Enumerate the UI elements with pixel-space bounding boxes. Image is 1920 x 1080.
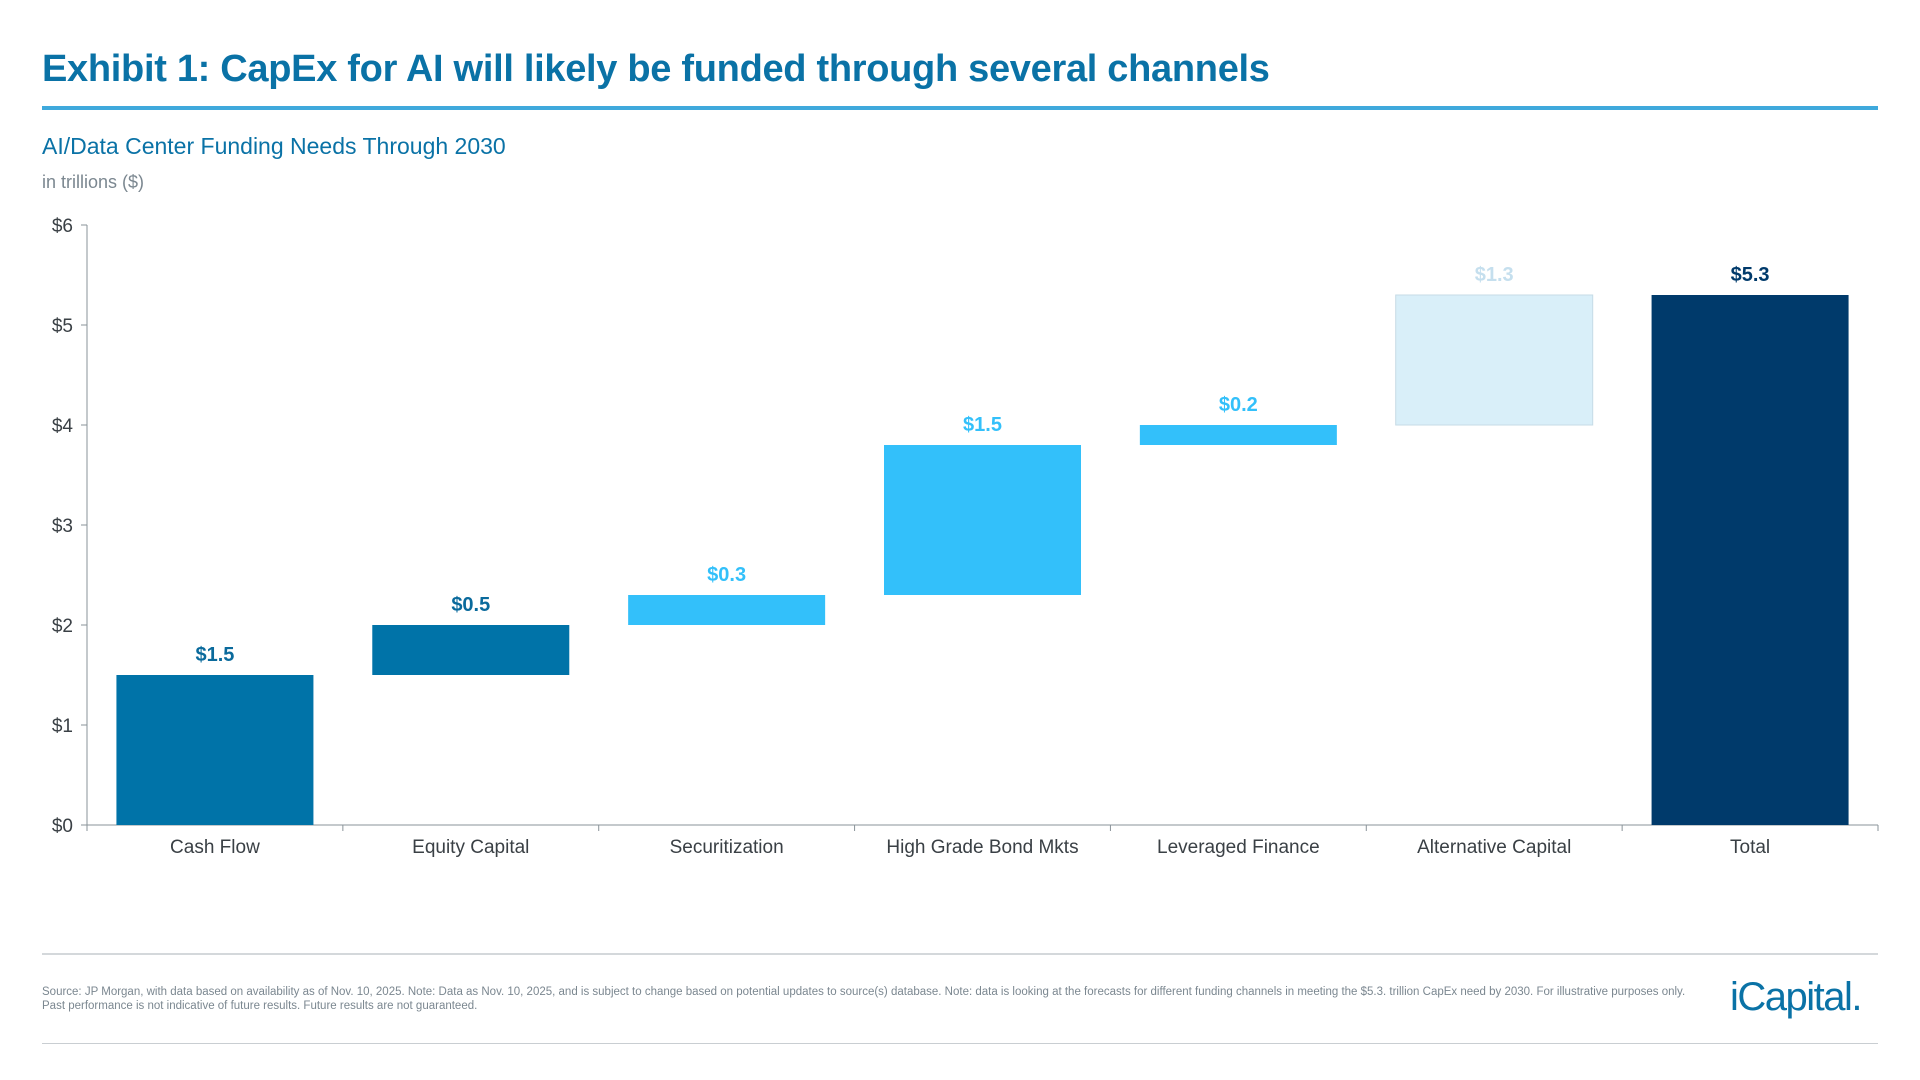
y-tick-label: $3 — [52, 516, 73, 537]
waterfall-chart: $0 $1 $2 $3 $4 $5 $6 $1.5 Cash Flow $0.5 Equity Ca… — [52, 216, 1879, 858]
bar-securitization — [628, 595, 826, 625]
y-tick-label: $5 — [52, 316, 73, 337]
x-category-label: Leveraged Finance — [1157, 837, 1320, 858]
x-category-label: Securitization — [670, 837, 784, 858]
chart-subtitle: AI/Data Center Funding Needs Through 203… — [42, 133, 506, 159]
bar-high-grade-bond-mkts — [884, 445, 1081, 595]
x-category-label: High Grade Bond Mkts — [886, 837, 1078, 858]
page-title: Exhibit 1: CapEx for AI will likely be f… — [42, 48, 1270, 90]
data-label: $1.5 — [963, 414, 1002, 436]
bar-cash-flow — [116, 675, 314, 825]
footer-divider — [42, 953, 1878, 955]
x-category-label: Cash Flow — [170, 837, 260, 858]
y-tick-label: $1 — [52, 716, 73, 737]
y-tick-label: $0 — [52, 816, 73, 837]
y-tick-label: $6 — [52, 216, 73, 237]
bar-equity-capital — [372, 625, 570, 675]
x-category-label: Alternative Capital — [1417, 837, 1571, 858]
data-label: $0.3 — [707, 564, 746, 586]
bar-alternative-capital — [1395, 294, 1594, 426]
bar-total — [1651, 295, 1849, 825]
source-footnote: Source: JP Morgan, with data based on av… — [42, 986, 1686, 1012]
data-label: $0.2 — [1219, 394, 1258, 416]
x-category-label: Total — [1730, 837, 1770, 858]
data-label: $1.3 — [1475, 264, 1514, 286]
data-label: $1.5 — [195, 644, 234, 666]
y-tick-label: $4 — [52, 416, 74, 437]
x-category-label: Equity Capital — [412, 837, 529, 858]
bottom-divider — [42, 1043, 1878, 1044]
data-label: $5.3 — [1731, 264, 1770, 286]
data-label: $0.5 — [451, 594, 490, 616]
y-tick-label: $2 — [52, 616, 73, 637]
icapital-logo: iCapital. — [1730, 975, 1863, 1019]
bar-leveraged-finance — [1139, 425, 1337, 445]
chart-unit-label: in trillions ($) — [42, 172, 145, 192]
title-divider — [42, 106, 1878, 110]
